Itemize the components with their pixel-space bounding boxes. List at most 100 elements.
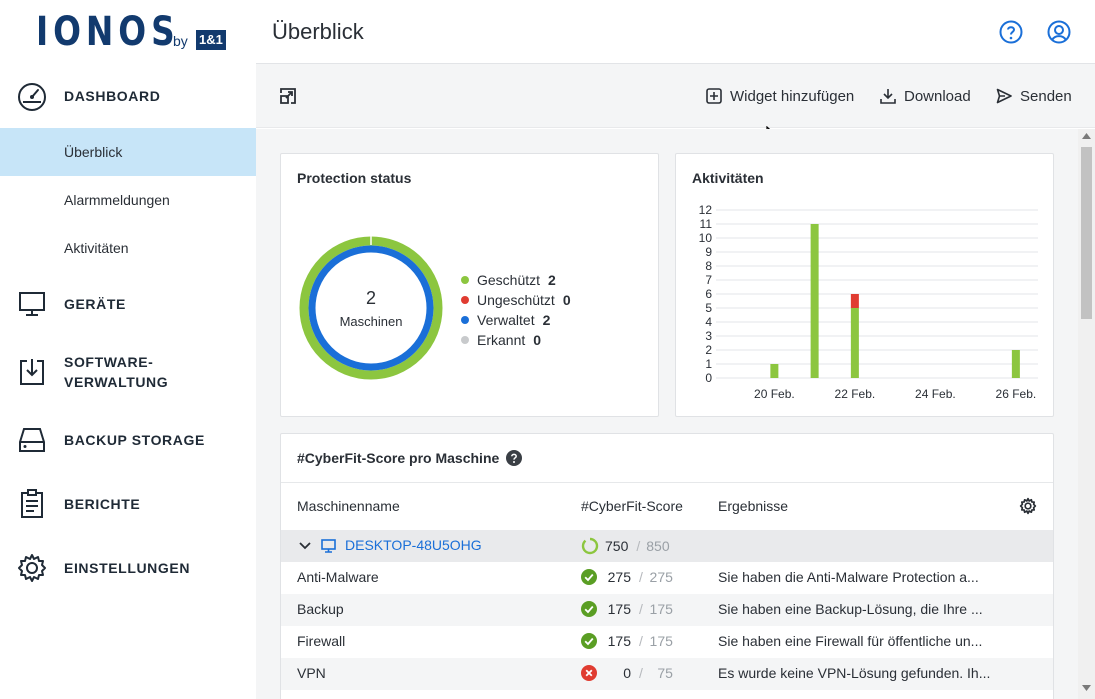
widget-title: Aktivitäten — [692, 170, 764, 186]
table-row[interactable]: VPN 0 / 75 Es wurde keine VPN-Lösung gefunde… — [281, 658, 1053, 690]
dashboard-gauge-icon — [18, 83, 46, 111]
send-button[interactable]: Senden — [996, 86, 1072, 106]
add-widget-button[interactable]: Widget hinzufügen — [706, 86, 854, 106]
sidebar-item-label: BERICHTE — [64, 496, 141, 512]
sidebar-item-label: DASHBOARD — [64, 88, 161, 104]
score-value: 275 — [607, 569, 631, 585]
legend-label: Ungeschützt — [477, 292, 555, 308]
bar-22-feb-[interactable] — [850, 294, 859, 308]
add-square-icon — [706, 88, 722, 104]
score-max: 850 — [646, 538, 670, 554]
scroll-thumb[interactable] — [1081, 147, 1092, 319]
toolbar: Widget hinzufügen Download Senden — [256, 64, 1095, 146]
help-circle-icon[interactable] — [506, 450, 522, 466]
sidebar-item-label: SOFTWARE- — [64, 354, 154, 370]
column-settings-gear-icon[interactable] — [1019, 497, 1037, 515]
machine-count-label: Maschinen — [339, 314, 403, 329]
table-row[interactable]: Backup 175 / 175 Sie haben eine Backup-Lösun… — [281, 594, 1053, 626]
score-progress-ring-icon — [581, 537, 599, 555]
score-value: 750 — [605, 538, 629, 554]
category-score: 175 / 175 — [581, 601, 691, 617]
top-header: Überblick — [256, 0, 1095, 64]
column-header-name[interactable]: Maschinenname — [297, 498, 400, 514]
download-label: Download — [904, 87, 971, 105]
sidebar-item-geraete[interactable]: GERÄTE — [0, 288, 256, 320]
monitor-icon — [19, 292, 45, 316]
column-header-results[interactable]: Ergebnisse — [718, 498, 789, 514]
y-tick-label: 9 — [705, 245, 712, 259]
sidebar-item-ueberblick[interactable]: Überblick — [0, 128, 256, 176]
table-row[interactable] — [281, 690, 1053, 699]
score-max: 175 — [649, 601, 673, 617]
score-max: 175 — [649, 633, 673, 649]
logo-by: by — [173, 33, 188, 49]
machine-score: 750 / 850 — [581, 537, 691, 555]
sidebar-item-backup-storage[interactable]: BACKUP STORAGE — [0, 424, 256, 456]
table-row[interactable]: Anti-Malware 275 / 275 Sie haben die Anti-Ma… — [281, 562, 1053, 594]
software-install-icon — [20, 359, 44, 385]
score-separator: / — [639, 569, 643, 585]
score-separator: / — [639, 665, 643, 681]
hard-drive-icon — [19, 428, 45, 452]
legend-dot — [461, 296, 469, 304]
table-row[interactable]: Firewall 175 / 175 Sie haben eine Firewall f… — [281, 626, 1053, 658]
y-tick-label: 7 — [705, 273, 712, 287]
score-separator: / — [639, 601, 643, 617]
fullscreen-icon[interactable] — [280, 88, 296, 104]
bar-26-feb-[interactable] — [1011, 350, 1020, 378]
legend-value: 2 — [548, 272, 556, 288]
vertical-scrollbar[interactable] — [1078, 129, 1095, 699]
machine-name-link[interactable]: DESKTOP-48U5OHG — [345, 537, 482, 553]
category-name: VPN — [297, 665, 326, 681]
sidebar-item-berichte[interactable]: BERICHTE — [0, 488, 256, 520]
download-button[interactable]: Download — [880, 86, 971, 106]
result-text: Sie haben die Anti-Malware Protection a.… — [718, 569, 979, 585]
user-icon[interactable] — [1047, 20, 1071, 44]
sidebar-item-einstellungen[interactable]: EINSTELLUNGEN — [0, 552, 256, 584]
divider — [281, 482, 1053, 483]
category-score: 0 / 75 — [581, 665, 691, 681]
sidebar-item-label: VERWALTUNG — [64, 374, 169, 390]
sidebar-item-software[interactable]: SOFTWARE- VERWALTUNG — [0, 352, 256, 392]
sidebar-item-aktivitaeten[interactable]: Aktivitäten — [0, 224, 256, 272]
bar-20-feb-[interactable] — [770, 364, 779, 378]
bar-22-feb-[interactable] — [850, 308, 859, 378]
y-tick-label: 8 — [705, 259, 712, 273]
bar-21-feb-[interactable] — [810, 224, 819, 378]
y-tick-label: 10 — [699, 231, 713, 245]
send-icon — [996, 88, 1012, 104]
help-icon[interactable] — [999, 20, 1023, 44]
scroll-down-arrow-icon[interactable] — [1082, 685, 1091, 691]
sidebar-item-dashboard[interactable]: DASHBOARD — [0, 80, 256, 112]
cyberfit-widget: #CyberFit-Score pro Maschine Maschinenna… — [280, 433, 1054, 699]
x-tick-label: 26 Feb. — [996, 387, 1037, 401]
protection-status-widget: Protection status 2 Maschinen Geschützt … — [280, 153, 659, 417]
score-separator: / — [636, 538, 641, 554]
clipboard-report-icon — [21, 489, 43, 518]
sidebar-item-alarmmeldungen[interactable]: Alarmmeldungen — [0, 176, 256, 224]
activities-widget: Aktivitäten 0 1 2 3 4 5 6 7 8 9 10 11 12 20 Feb. 22 Fe… — [675, 153, 1054, 417]
legend-item-ungeschuetzt: Ungeschützt 0 — [461, 290, 571, 310]
legend-dot — [461, 276, 469, 284]
legend-value: 2 — [542, 312, 551, 328]
error-circle-icon — [581, 665, 597, 681]
ionos-logo[interactable]: IONOS by 1&1 — [36, 12, 226, 52]
sidebar-item-label: Aktivitäten — [64, 240, 129, 256]
gear-icon — [18, 554, 46, 582]
result-text: Es wurde keine VPN-Lösung gefunden. Ih..… — [718, 665, 991, 681]
chevron-down-icon[interactable] — [299, 542, 311, 550]
machine-group-row[interactable]: DESKTOP-48U5OHG 750 / 850 — [281, 530, 1053, 562]
y-tick-label: 2 — [705, 343, 712, 357]
machine-count: 2 — [365, 288, 376, 308]
page-title: Überblick — [272, 19, 364, 44]
scroll-up-arrow-icon[interactable] — [1082, 133, 1091, 139]
score-max: 275 — [649, 569, 673, 585]
result-text: Sie haben eine Firewall für öffentliche … — [718, 633, 983, 649]
widget-title: Protection status — [297, 170, 412, 186]
widget-title: #CyberFit-Score pro Maschine — [297, 450, 500, 466]
column-header-score[interactable]: #CyberFit-Score — [581, 498, 683, 514]
legend-item-erkannt: Erkannt 0 — [461, 330, 571, 350]
y-tick-label: 4 — [705, 315, 712, 329]
sidebar-item-label: BACKUP STORAGE — [64, 432, 205, 448]
